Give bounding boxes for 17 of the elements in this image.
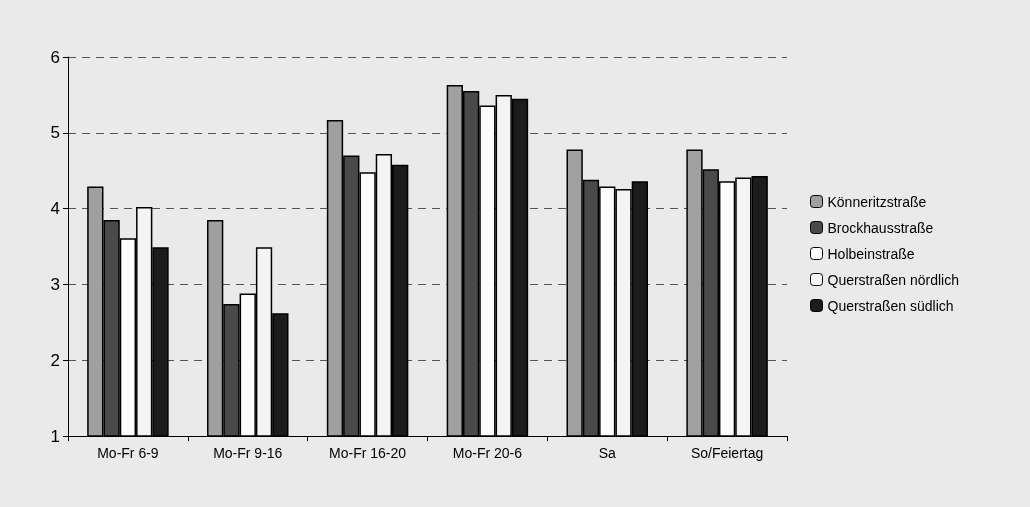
x-tick-label: Mo-Fr 9-16 [213, 445, 283, 461]
legend-label: Querstraßen südlich [827, 297, 954, 314]
legend-label: Könneritzstraße [827, 193, 927, 210]
y-tick-label: 6 [50, 47, 60, 67]
y-tick-label: 5 [50, 123, 60, 143]
x-tick-label: So/Feiertag [690, 445, 764, 461]
legend-label: Brockhausstraße [827, 219, 934, 236]
y-tick-label: 2 [50, 350, 60, 370]
y-tick-label: 4 [50, 199, 60, 219]
x-tick-label: Sa [598, 445, 617, 461]
x-tick-label: Mo-Fr 16-20 [329, 445, 407, 461]
y-tick-label: 1 [50, 426, 60, 446]
legend-label: Querstraßen nördlich [827, 271, 960, 288]
legend-label: Holbeinstraße [827, 245, 915, 262]
x-tick-label: Mo-Fr 6-9 [97, 445, 159, 461]
y-tick-label: 3 [50, 274, 60, 294]
x-tick-label: Mo-Fr 20-6 [452, 445, 523, 461]
